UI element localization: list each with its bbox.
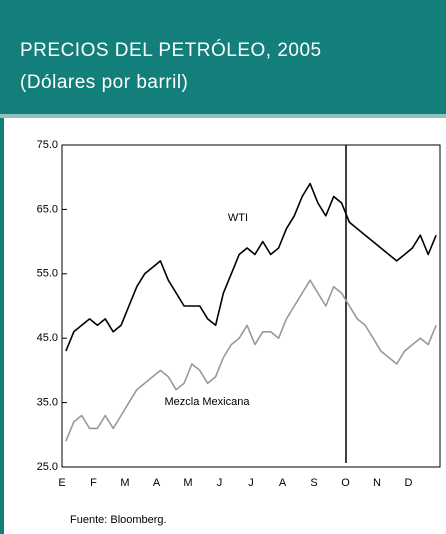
x-tick-label: F xyxy=(90,477,97,489)
source-note: Fuente: Bloomberg. xyxy=(70,514,167,526)
x-tick-label: A xyxy=(153,477,161,489)
x-tick-label: E xyxy=(58,477,65,489)
y-tick-label: 75.0 xyxy=(37,139,58,151)
y-tick-label: 35.0 xyxy=(37,397,58,409)
plot-frame xyxy=(61,144,441,468)
header-rule xyxy=(0,114,446,118)
x-tick-label: O xyxy=(341,477,350,489)
left-border xyxy=(0,118,4,534)
x-tick-label: M xyxy=(183,477,192,489)
y-tick-label: 45.0 xyxy=(37,332,58,344)
y-tick-label: 25.0 xyxy=(37,461,58,473)
x-tick-label: N xyxy=(373,477,381,489)
y-tick-label: 55.0 xyxy=(37,268,58,280)
series-label: WTI xyxy=(228,212,248,224)
series-line xyxy=(65,279,437,442)
x-tick-label: S xyxy=(310,477,317,489)
series-line xyxy=(65,182,437,352)
chart-subtitle: (Dólares por barril) xyxy=(20,72,188,93)
x-tick-label: M xyxy=(120,477,129,489)
series-label: Mezcla Mexicana xyxy=(165,396,251,408)
x-tick-label: D xyxy=(405,477,413,489)
y-tick-label: 65.0 xyxy=(37,203,58,215)
chart-title: PRECIOS DEL PETRÓLEO, 2005 xyxy=(20,39,322,61)
header xyxy=(0,0,446,114)
x-tick-label: A xyxy=(279,477,287,489)
x-tick-label: J xyxy=(217,477,223,489)
x-tick-label: J xyxy=(248,477,254,489)
